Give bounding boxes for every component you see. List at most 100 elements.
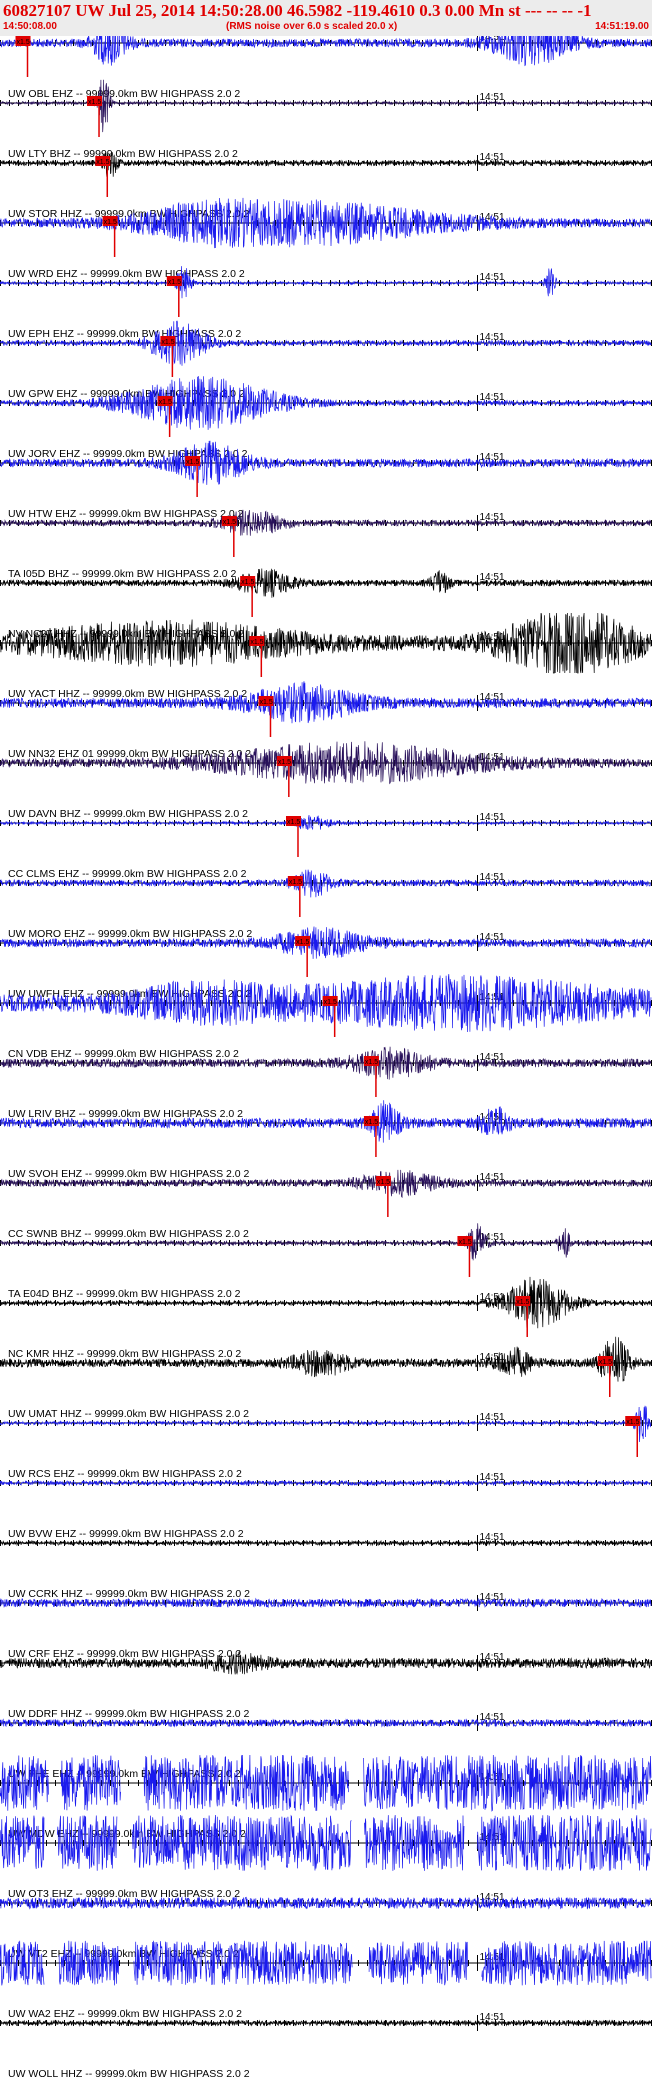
minute-label: 14:51 <box>480 1832 505 1843</box>
waveform-trace <box>0 1940 652 1986</box>
pick-flag <box>597 1356 613 1366</box>
pick-flag <box>249 636 265 646</box>
waveform-trace <box>0 36 652 67</box>
pick-flag <box>258 696 274 706</box>
pick-flag <box>221 516 237 526</box>
pick-label: x1.5 <box>458 1239 471 1246</box>
pick-label: x1.5 <box>599 1359 612 1366</box>
end-time: 14:51:19.00 <box>595 21 649 32</box>
minute-label: 14:51 <box>480 692 505 703</box>
minute-label: 14:51 <box>480 36 505 43</box>
pick-flag <box>15 36 31 46</box>
minute-label: 14:51 <box>480 632 505 643</box>
pick-flag <box>295 936 311 946</box>
station-label: UW HTW EHZ -- 99999.0km BW HIGHPASS 2.0 … <box>8 508 244 520</box>
minute-label: 14:51 <box>480 1592 505 1603</box>
waveform-trace <box>0 197 652 249</box>
minute-label: 14:51 <box>480 2012 505 2023</box>
pick-label: x1.5 <box>289 879 302 886</box>
pick-label: x1.5 <box>104 219 117 226</box>
pick-label: x1.5 <box>626 1419 639 1426</box>
station-label: UW WOLL HHZ -- 99999.0km BW HIGHPASS 2.0… <box>8 2068 250 2078</box>
waveform-trace <box>0 440 652 485</box>
station-label: UW CRF EHZ -- 99999.0km BW HIGHPASS 2.0 … <box>8 1648 241 1660</box>
pick-label: x1.5 <box>287 819 300 826</box>
waveform-trace <box>0 814 652 831</box>
waveform-trace <box>0 1276 652 1329</box>
waveform-trace <box>0 1754 652 1812</box>
station-label: UW MORO EHZ -- 99999.0km BW HIGHPASS 2.0… <box>8 928 252 940</box>
pick-flag <box>375 1176 391 1186</box>
station-label: UW OT3 EHZ -- 99999.0km BW HIGHPASS 2.0 … <box>8 1888 240 1900</box>
waveform-trace <box>0 1718 652 1728</box>
waveform-trace <box>0 1405 652 1443</box>
waveform-trace <box>0 926 652 959</box>
minute-label: 14:51 <box>480 392 505 403</box>
pick-flag <box>363 1116 379 1126</box>
station-label: UW SVOH EHZ -- 99999.0km BW HIGHPASS 2.0… <box>8 1168 250 1180</box>
waveform-trace <box>0 266 652 299</box>
waveform-trace <box>0 376 652 430</box>
pick-flag <box>185 456 201 466</box>
pick-flag <box>157 396 173 406</box>
waveform-trace <box>0 1539 652 1547</box>
pick-label: x1.5 <box>241 579 254 586</box>
minute-label: 14:51 <box>480 1532 505 1543</box>
minute-label: 14:51 <box>480 272 505 283</box>
pick-flag <box>285 816 301 826</box>
station-label: UW VT2 EHZ -- 99999.0km BW HIGHPASS 2.0 … <box>8 1948 239 1960</box>
waveform-trace <box>0 741 652 785</box>
waveform-trace <box>0 2019 652 2027</box>
seismogram-plot: 14:51 UW OBL EHZ -- 99999.0km BW HIGHPASS… <box>0 36 652 2078</box>
pick-label: x1.5 <box>159 399 172 406</box>
station-label: UW WA2 EHZ -- 99999.0km BW HIGHPASS 2.0 … <box>8 2008 242 2020</box>
pick-label: x1.5 <box>365 1059 378 1066</box>
minute-label: 14:51 <box>480 92 505 103</box>
pick-flag <box>160 336 176 346</box>
station-label: UW LTY BHZ -- 99999.0km BW HIGHPASS 2.0 … <box>8 148 238 160</box>
pick-flag <box>87 96 103 106</box>
pick-label: x1.5 <box>259 699 272 706</box>
scale-note: (RMS noise over 6.0 s scaled 20.0 x) <box>226 21 398 32</box>
waveform-trace <box>0 1046 652 1080</box>
minute-label: 14:51 <box>480 512 505 523</box>
pick-label: x1.5 <box>296 939 309 946</box>
station-label: UW LRIV BHZ -- 99999.0km BW HIGHPASS 2.0… <box>8 1108 243 1120</box>
station-label: CN VDB EHZ -- 99999.0km BW HIGHPASS 2.0 … <box>8 1048 239 1060</box>
minute-label: 14:51 <box>480 1772 505 1783</box>
pick-label: x1.5 <box>161 339 174 346</box>
minute-label: 14:51 <box>480 1052 505 1063</box>
station-label: UW UMAT HHZ -- 99999.0km BW HIGHPASS 2.0… <box>8 1408 249 1420</box>
minute-label: 14:51 <box>480 1412 505 1423</box>
station-label: NC KMR HHZ -- 99999.0km BW HIGHPASS 2.0 … <box>8 1348 241 1360</box>
pick-flag <box>625 1416 641 1426</box>
minute-label: 14:51 <box>480 452 505 463</box>
minute-label: 14:51 <box>480 932 505 943</box>
station-label: UW BVW EHZ -- 99999.0km BW HIGHPASS 2.0 … <box>8 1528 244 1540</box>
station-label: TA I05D BHZ -- 99999.0km BW HIGHPASS 2.0… <box>8 568 237 580</box>
start-time: 14:50:08.00 <box>3 21 57 32</box>
waveform-trace <box>0 1479 651 1487</box>
minute-label: 14:51 <box>480 1712 505 1723</box>
minute-label: 14:51 <box>480 212 505 223</box>
waveform-trace <box>0 79 652 133</box>
waveform-trace <box>0 568 652 598</box>
pick-flag <box>240 576 256 586</box>
pick-flag <box>95 156 111 166</box>
waveform-trace <box>0 1814 652 1871</box>
pick-label: x1.5 <box>96 159 109 166</box>
minute-label: 14:51 <box>480 812 505 823</box>
waveform-trace <box>0 320 652 366</box>
minute-label: 14:51 <box>480 752 505 763</box>
pick-label: x1.5 <box>223 519 236 526</box>
station-label: CC SWNB BHZ -- 99999.0km BW HIGHPASS 2.0… <box>8 1228 249 1240</box>
minute-label: 14:51 <box>480 1652 505 1663</box>
pick-flag <box>515 1296 531 1306</box>
pick-label: x1.5 <box>17 39 30 46</box>
waveform-trace <box>0 1169 652 1199</box>
plot-header: 60827107 UW Jul 25, 2014 14:50:28.00 46.… <box>0 0 652 36</box>
station-label: UW YACT HHZ -- 99999.0km BW HIGHPASS 2.0… <box>8 688 247 700</box>
minute-label: 14:51 <box>480 872 505 883</box>
waveform-trace <box>0 1597 652 1609</box>
pick-flag <box>102 216 118 226</box>
